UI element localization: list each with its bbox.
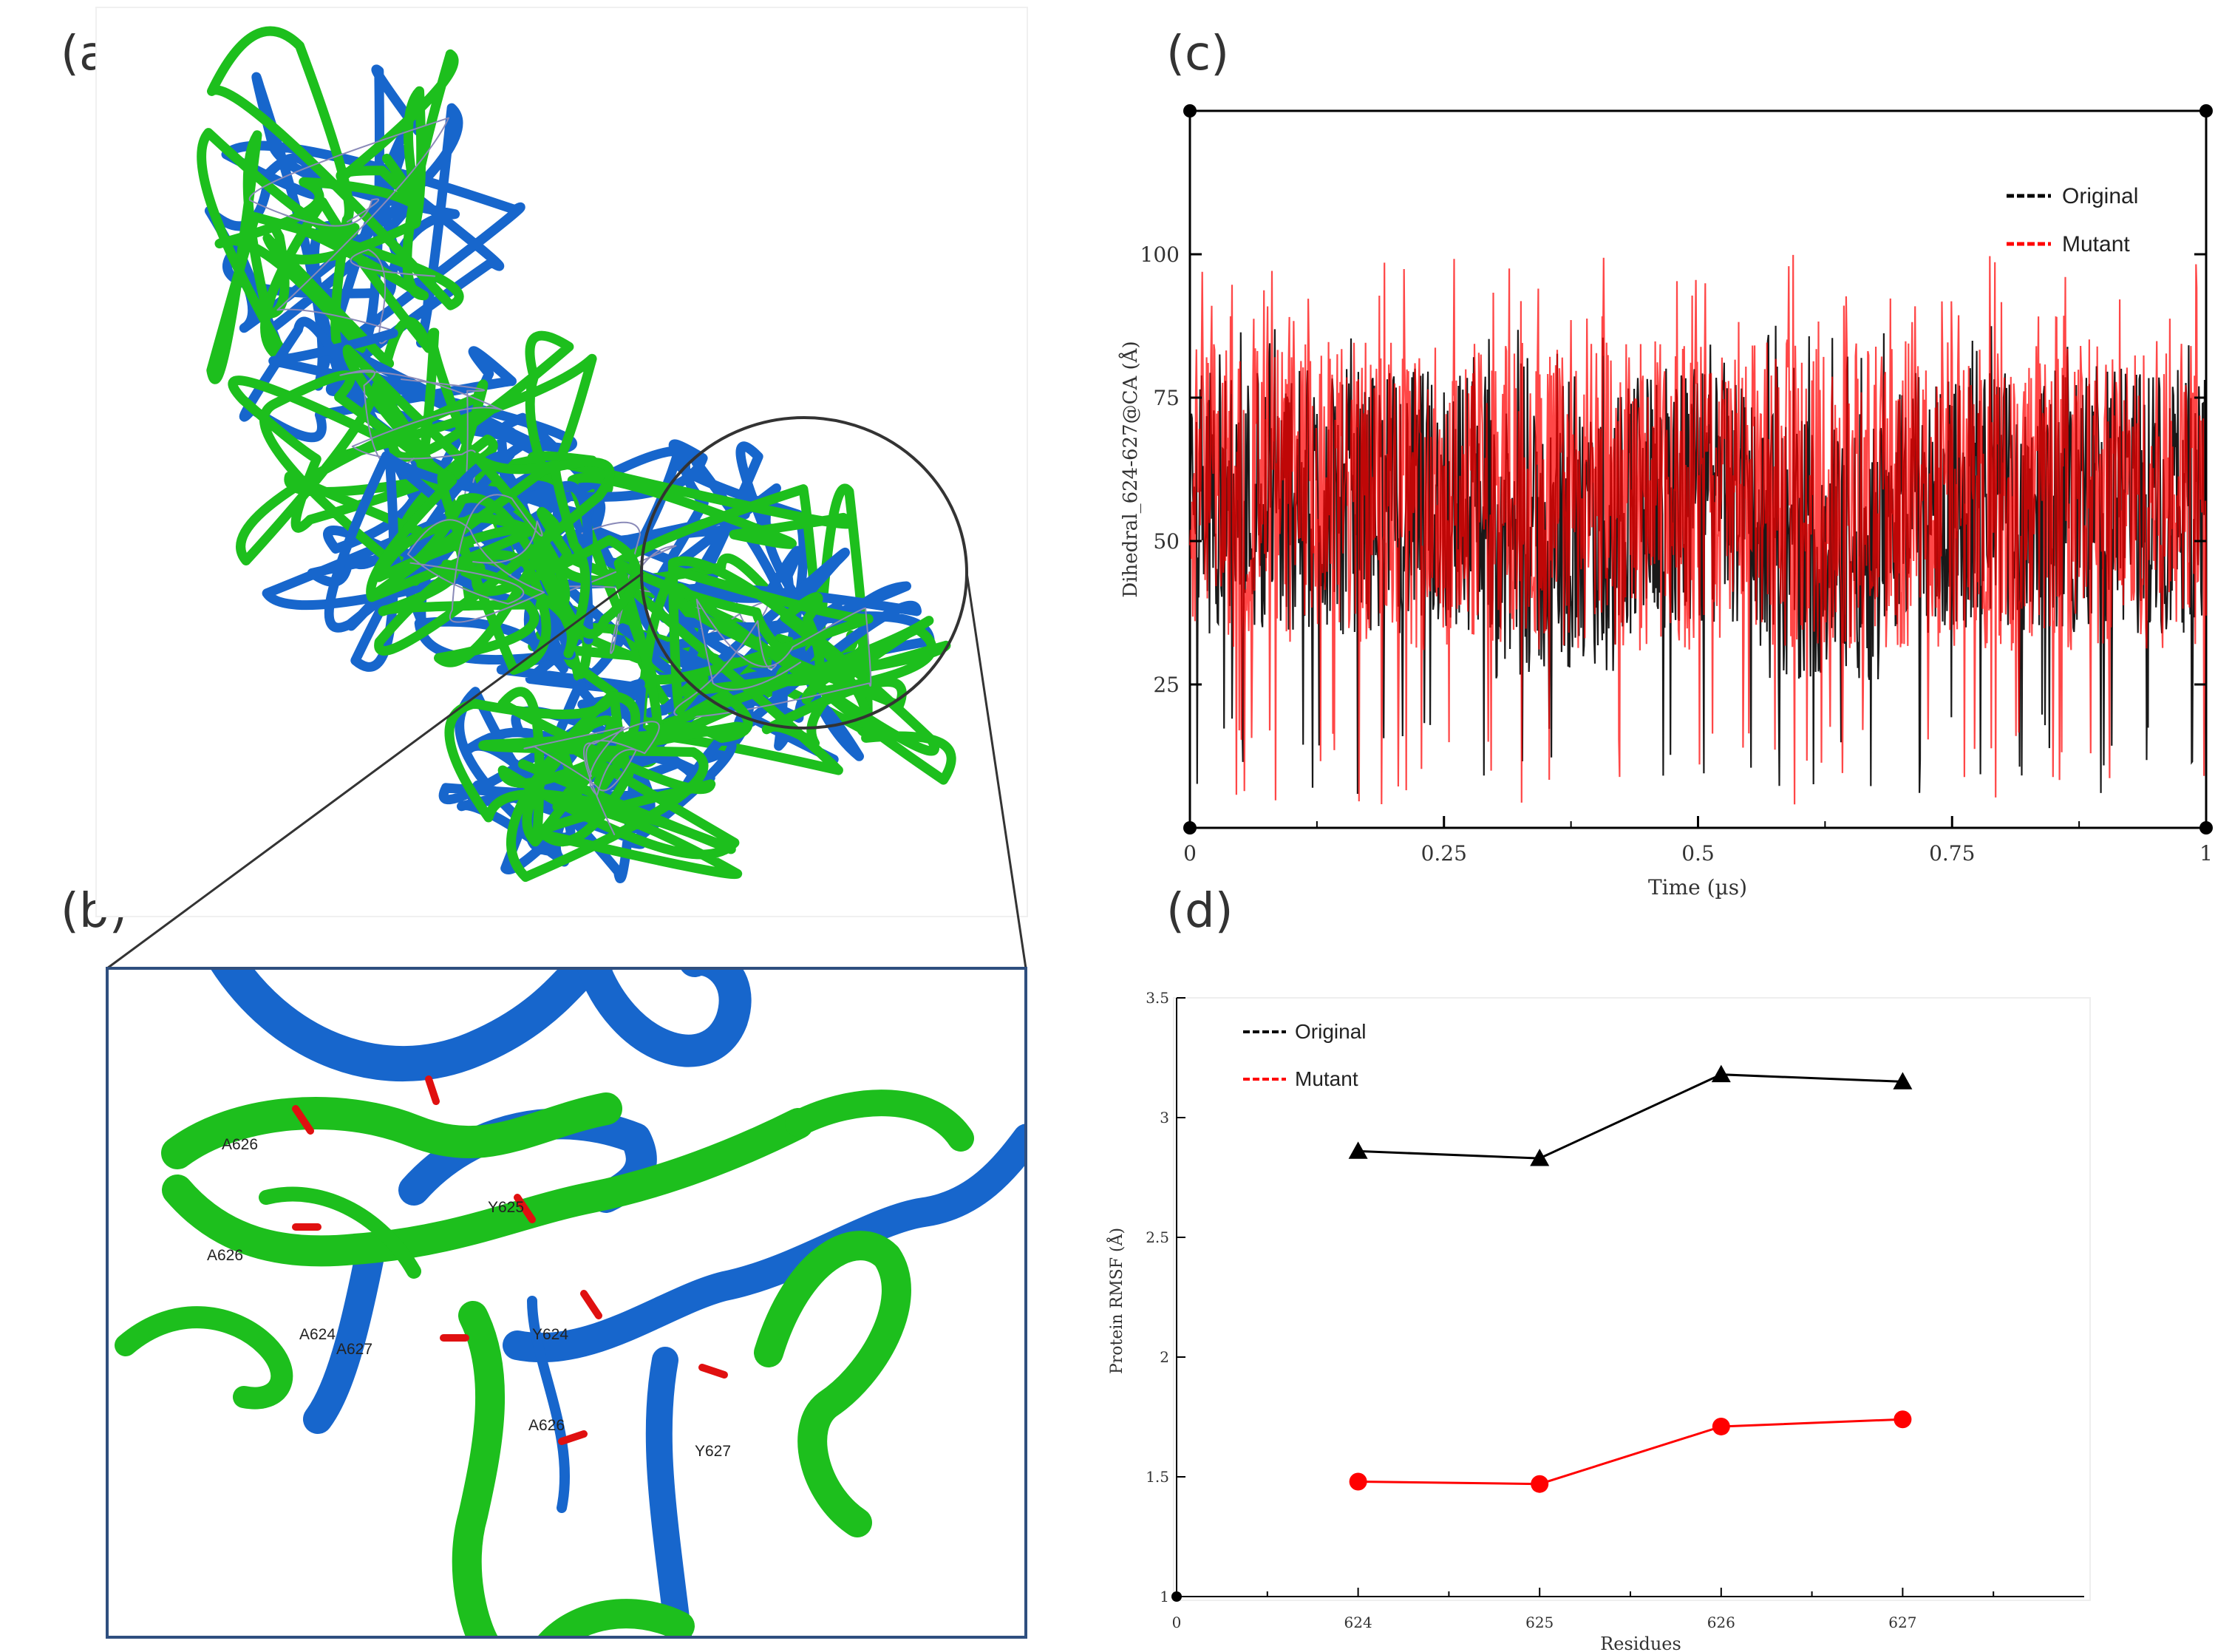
residue-label-1: Y625 [488,1199,524,1216]
zoom-line-left [106,571,644,970]
chart-d-y-tick-label: 2.5 [1146,1228,1169,1246]
zoom-line-right [965,572,1027,969]
chart-c-y-axis-label: Dihedral_624-627@CA (Å) [1118,341,1142,597]
sidechain-sticks-0 [248,117,449,344]
oxygen-stick-6 [558,1430,588,1445]
legend-d-mutant-label: Mutant [1295,1067,1358,1090]
panel-c-label: (c) [1166,27,1230,81]
chart-d-x-tick-label: 624 [1344,1614,1372,1631]
residue-label-6: A626 [528,1417,565,1434]
chart-c-legend: Original Mutant [2007,184,2138,256]
chart-c-y-tick-label: 100 [1140,242,1180,267]
legend-original-label: Original [2062,184,2138,208]
green-ribbon-mid [162,1108,814,1267]
chart-d-plot-area [1348,1064,1913,1493]
chart-d-y-tick-label: 1.5 [1146,1468,1169,1486]
green-stick-chain [259,1186,421,1279]
green-loop-left [115,1306,293,1410]
green-ribbon-bottom [452,1301,506,1637]
protein-overlay-structure [95,7,1028,970]
residue-label-3: A624 [299,1326,336,1343]
chart-c-y-tick-label: 75 [1153,386,1180,410]
legend-mutant-label: Mutant [2062,232,2130,256]
series-mutant-point [1712,1417,1730,1435]
series-mutant-line [1358,1418,1903,1486]
green-helix-right [754,1231,911,1537]
legend-d-original-label: Original [1295,1020,1366,1043]
blue-ribbon-top-loop [576,968,752,1067]
oxygen-stick-5 [698,1364,728,1379]
series-mutant-point [1531,1475,1549,1493]
oxygen-stick-1 [425,1075,440,1105]
chart-d-x-tick-label: 627 [1888,1614,1916,1631]
residue-label-4: A627 [336,1341,372,1358]
blue-ribbon-top [210,968,616,1081]
chart-c-x-tick-label: 0.75 [1929,841,1975,866]
series-original-point [1530,1149,1550,1166]
green-ribbon-5 [366,452,642,675]
chart-d-legend: Original Mutant [1243,1020,1366,1090]
sidechain-sticks-3 [673,598,872,718]
chart-d-axes: 1 1.5 2 2.5 3 3.5 0 624 625 626 627 [1146,989,2084,1631]
chart-c-axes: 0 0.25 0.5 0.75 1 25 50 75 100 [1140,104,2213,866]
series-original-point [1348,1141,1368,1159]
residue-label-5: Y624 [532,1326,568,1343]
series-mutant-trace [1188,254,2208,805]
green-ribbon-1 [228,327,613,605]
chart-c-corner-dot-1 [2199,104,2213,118]
sidechain-sticks-1 [339,370,503,531]
chart-d-y-tick-label: 1 [1160,1588,1169,1605]
rmsf-chart: 1 1.5 2 2.5 3 3.5 0 624 625 626 627 Original Mutant… [1106,989,2091,1652]
series-original-line [1358,1073,1903,1160]
oxygen-stick-3 [514,1194,536,1223]
chart-c-x-tick-label: 0.25 [1421,841,1467,866]
chart-c-x-tick-label: 0.5 [1681,841,1715,866]
residue-label-7: Y627 [695,1443,731,1460]
chart-d-y-tick-label: 3 [1160,1109,1169,1126]
chart-d-x-tick-label: 625 [1525,1614,1554,1631]
chart-c-x-axis-label: Time (µs) [1648,875,1747,900]
chart-c-x-tick-label: 0 [1183,841,1197,866]
chart-d-x-tick-label: 0 [1172,1614,1182,1631]
chart-d-background [1173,997,2091,1601]
blue-ribbon-left [303,1242,384,1434]
chart-c-plot-area [1188,254,2208,805]
blue-ribbon-bottom [645,1347,693,1637]
green-ribbon-right [785,1090,974,1152]
green-ribbon-3 [613,556,956,785]
zoom-frame-background [107,968,1026,1637]
oxygen-stick-0 [292,1105,314,1135]
series-mutant-point [1894,1410,1912,1429]
green-ribbon-4 [444,687,753,882]
blue-stick-chain [527,1296,570,1513]
chart-d-y-tick-label: 2 [1160,1348,1169,1366]
chart-c-y-tick-label: 25 [1153,673,1180,697]
chart-d-y-tick-label: 3.5 [1146,989,1169,1007]
zoom-frame-border [106,967,1027,1639]
green-ribbon-top [161,1092,622,1169]
residue-label-2: A626 [207,1247,243,1264]
series-mutant-point [1349,1472,1367,1491]
residue-label-0: A626 [222,1136,258,1153]
chart-d-x-axis-label: Residues [1600,1634,1681,1652]
series-original-point [1893,1072,1913,1090]
chart-c-x-tick-label: 1 [2199,841,2213,866]
chart-c-corner-dot-0 [1183,104,1197,118]
ribbon-group [197,26,956,883]
chart-c-y-tick-label: 50 [1153,529,1180,554]
chart-d-x-tick-label: 626 [1707,1614,1735,1631]
zoom-ribbon-group [115,968,1026,1637]
sidechain-sticks-5 [406,494,545,623]
oxygen-stick-7 [580,1290,602,1319]
series-original-point [1711,1064,1731,1083]
chart-d-y-axis-label: Protein RMSF (Å) [1106,1228,1126,1374]
dihedral-chart: 0 0.25 0.5 0.75 1 25 50 75 100 Original Mutant Ti… [1118,104,2213,900]
sidechain-sticks-4 [523,721,660,835]
panel-d-label: (d) [1166,884,1234,939]
